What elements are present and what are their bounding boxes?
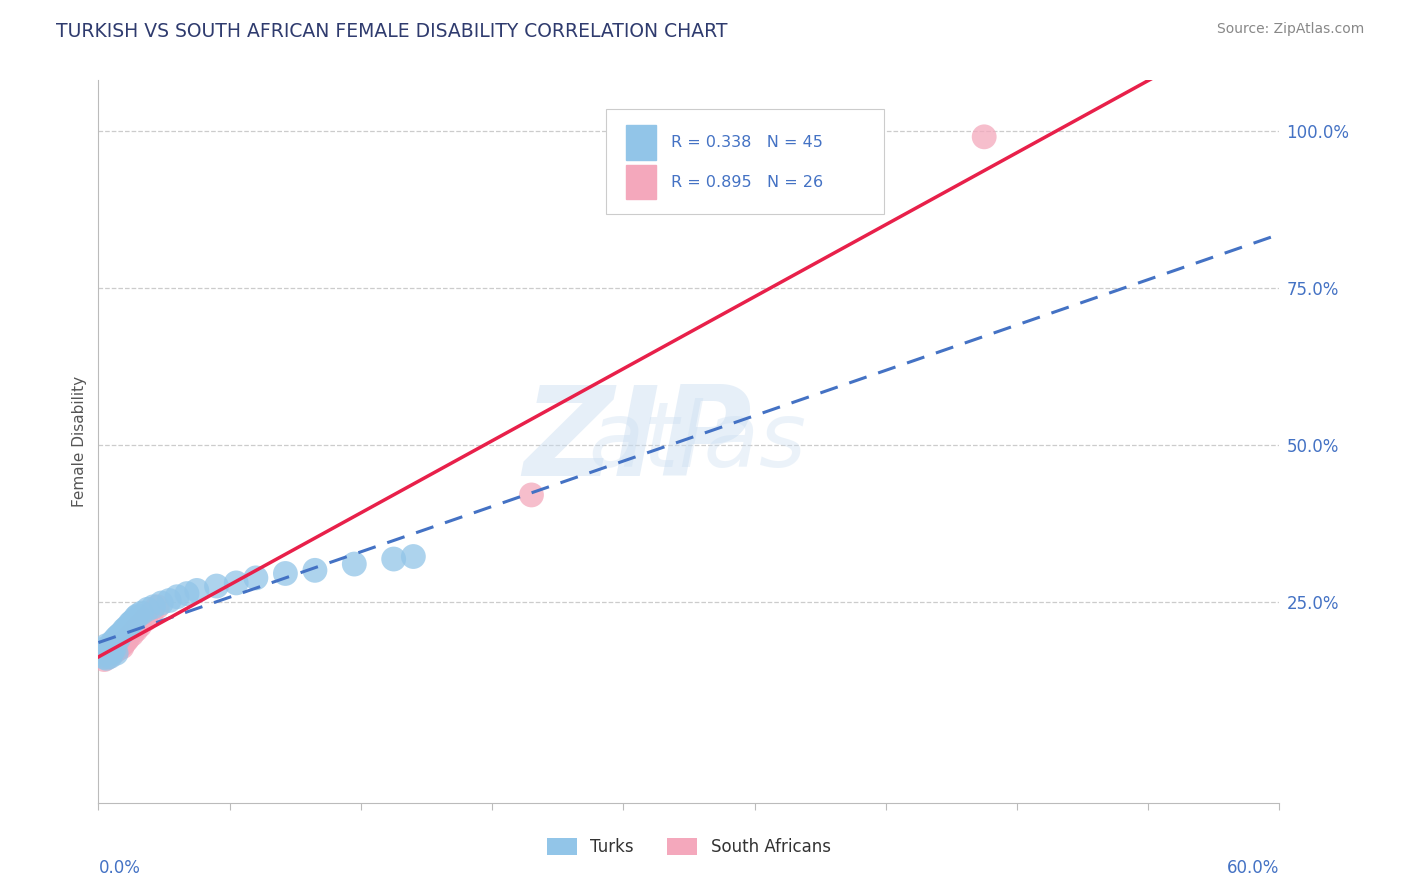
- Y-axis label: Female Disability: Female Disability: [72, 376, 87, 508]
- Point: [112, 635, 135, 649]
- Point: [118, 616, 141, 631]
- Point: [136, 602, 159, 616]
- Point: [117, 620, 139, 634]
- Text: atlas: atlas: [589, 398, 807, 485]
- Point: [107, 632, 129, 647]
- Point: [111, 626, 134, 640]
- Point: [402, 549, 425, 564]
- Point: [125, 610, 148, 624]
- Point: [205, 579, 228, 593]
- Point: [93, 650, 115, 665]
- Point: [101, 641, 124, 656]
- Point: [103, 641, 125, 656]
- Point: [98, 649, 121, 664]
- Point: [96, 644, 118, 658]
- Point: [117, 631, 139, 645]
- Point: [135, 612, 157, 626]
- Point: [131, 606, 153, 620]
- Point: [101, 645, 124, 659]
- Point: [105, 646, 128, 660]
- Point: [107, 641, 129, 656]
- Text: 60.0%: 60.0%: [1227, 859, 1279, 878]
- Point: [98, 646, 121, 660]
- Point: [245, 571, 267, 585]
- Point: [105, 640, 128, 654]
- Point: [108, 639, 131, 653]
- Point: [141, 606, 163, 620]
- Point: [97, 650, 120, 665]
- Point: [115, 621, 138, 635]
- Point: [93, 648, 115, 662]
- Point: [93, 652, 115, 666]
- Point: [93, 646, 115, 660]
- Point: [176, 586, 198, 600]
- Point: [97, 645, 120, 659]
- Point: [111, 638, 134, 652]
- Point: [91, 648, 114, 662]
- Point: [146, 599, 169, 614]
- FancyBboxPatch shape: [606, 109, 884, 214]
- Point: [343, 557, 366, 571]
- Point: [225, 575, 247, 590]
- Text: TURKISH VS SOUTH AFRICAN FEMALE DISABILITY CORRELATION CHART: TURKISH VS SOUTH AFRICAN FEMALE DISABILI…: [56, 22, 728, 41]
- Point: [98, 642, 121, 657]
- Point: [150, 596, 173, 610]
- Point: [97, 644, 120, 658]
- Point: [103, 644, 125, 658]
- Text: 0.0%: 0.0%: [98, 859, 141, 878]
- Point: [382, 552, 405, 566]
- Point: [122, 614, 145, 628]
- Point: [142, 599, 165, 614]
- Point: [121, 615, 143, 629]
- Point: [91, 645, 114, 659]
- Text: ZIP: ZIP: [523, 381, 752, 502]
- Point: [186, 583, 208, 598]
- Point: [166, 590, 188, 604]
- Point: [108, 627, 131, 641]
- Point: [274, 566, 297, 581]
- Bar: [626, 165, 655, 200]
- Point: [93, 641, 115, 656]
- Bar: [626, 125, 655, 160]
- Text: Source: ZipAtlas.com: Source: ZipAtlas.com: [1216, 22, 1364, 37]
- Point: [128, 618, 150, 632]
- Text: R = 0.338   N = 45: R = 0.338 N = 45: [671, 135, 823, 150]
- Point: [127, 608, 149, 623]
- Point: [103, 645, 125, 659]
- Point: [96, 639, 118, 653]
- Point: [103, 633, 125, 648]
- Point: [101, 635, 124, 649]
- Point: [973, 129, 995, 144]
- Point: [111, 640, 134, 654]
- Text: R = 0.895   N = 26: R = 0.895 N = 26: [671, 175, 824, 190]
- Point: [107, 629, 129, 643]
- Point: [105, 631, 128, 645]
- Point: [125, 623, 148, 637]
- Point: [98, 640, 121, 654]
- Legend: Turks, South Africans: Turks, South Africans: [540, 831, 838, 863]
- Point: [157, 593, 180, 607]
- Point: [520, 488, 543, 502]
- Point: [115, 633, 138, 648]
- Point: [97, 646, 120, 660]
- Point: [121, 627, 143, 641]
- Point: [112, 623, 135, 637]
- Point: [96, 651, 118, 665]
- Point: [304, 563, 326, 577]
